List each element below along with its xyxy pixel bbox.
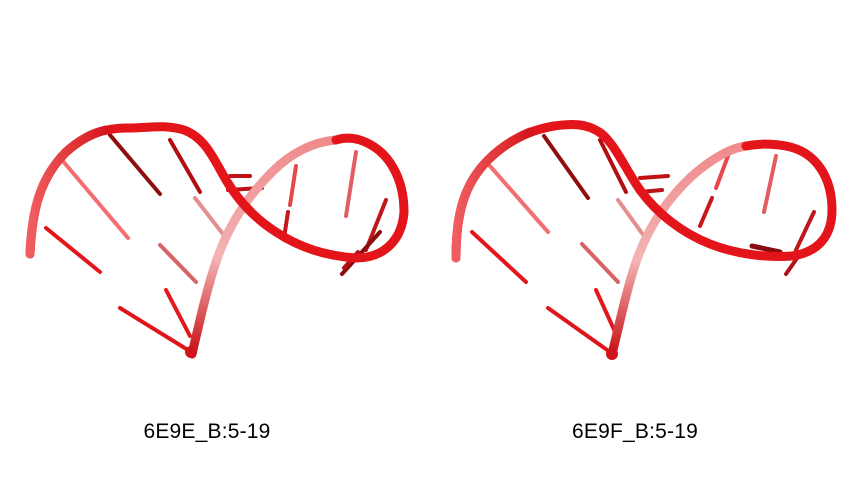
rna-structure-image-2 (451, 119, 837, 360)
structure-panel-1: 6E9E_B:5-19 (25, 122, 409, 443)
structure-label: 6E9F_B:5-19 (572, 420, 698, 443)
structure-panel-2: 6E9F_B:5-19 (430, 0, 860, 480)
structure-label: 6E9E_B:5-19 (143, 420, 271, 443)
rna-structure-image-1 (25, 122, 409, 359)
